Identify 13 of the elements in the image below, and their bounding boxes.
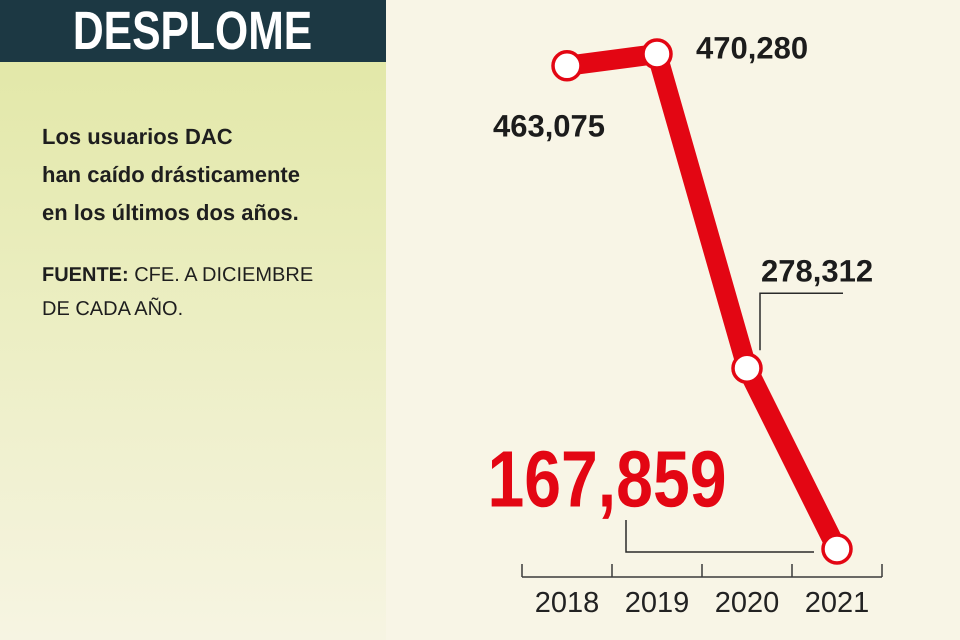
point xyxy=(731,352,763,384)
point xyxy=(821,533,853,565)
data-label: 470,280 xyxy=(696,30,808,66)
x-tick-label: 2021 xyxy=(804,587,870,619)
x-tick-label: 2020 xyxy=(714,587,780,619)
data-label: 278,312 xyxy=(761,254,874,289)
text: Los usuarios DAC han caído drásticamente en los últimos dos años. xyxy=(42,123,301,227)
data-label: 463,075 xyxy=(492,108,606,144)
chart-title: DESPLOME xyxy=(73,0,313,62)
x-tick-label: 2019 xyxy=(624,587,690,619)
data-label: 167,859 xyxy=(488,434,777,524)
source-note: FUENTE: CFE. A DICIEMBRE DE CADA AÑO. xyxy=(42,263,314,322)
x-tick-label: 2018 xyxy=(534,587,600,619)
